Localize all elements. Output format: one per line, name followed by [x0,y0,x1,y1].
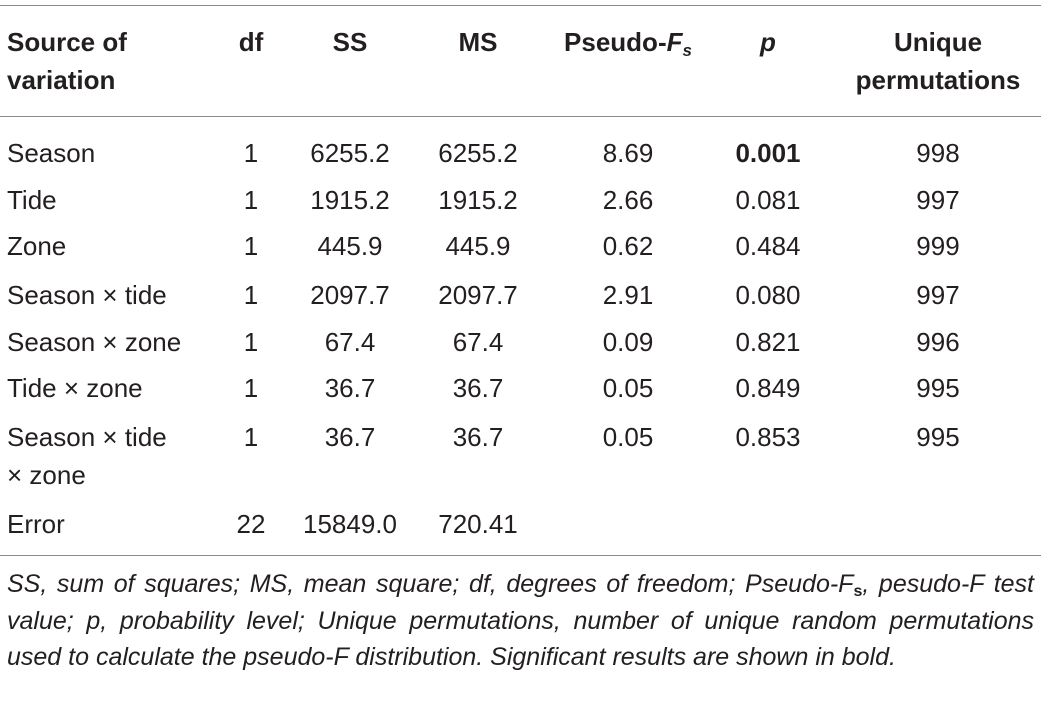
cell-source-line1: Season × tide [7,422,167,452]
header-df: df [238,27,264,57]
cell-source-line1: Zone [7,231,67,261]
cell-unique-permutations: 997 [916,280,960,310]
header-pseudo-f: Pseudo-Fs [548,23,708,61]
cell-source: Error [7,505,65,543]
cell-source: Season × tide [7,276,167,314]
header-source-line2: variation [7,65,116,95]
cell-ms: 36.7 [452,373,504,403]
cell-ms: 1915.2 [438,185,518,215]
cell-ms: 6255.2 [438,138,518,168]
header-source-of-variation: Source of variation [7,23,127,99]
cell-ms: 2097.7 [438,280,518,310]
cell-source: Season × zone [7,323,181,361]
table-header-rule [0,116,1041,117]
footnote-part2: , pesudo-F test value; p, probability le… [7,570,1034,671]
footnote-sub: s [853,583,863,600]
cell-df: 1 [243,373,259,403]
cell-p: 0.849 [735,373,801,403]
header-pseudo-f-prefix: Pseudo- [564,27,667,57]
cell-source-line1: Error [7,509,65,539]
header-pseudo-f-letter: F [666,27,683,57]
cell-source: Season × tide × zone [7,418,167,494]
header-ms: MS [458,27,498,57]
cell-ss: 2097.7 [310,280,390,310]
cell-unique-permutations: 996 [916,327,960,357]
cell-source: Tide × zone [7,369,143,407]
cell-df: 1 [243,138,259,168]
cell-ss: 15849.0 [303,509,397,539]
cell-p: 0.080 [735,280,801,310]
cell-source-line2: × zone [7,460,86,490]
header-unique-line1: Unique [893,27,983,57]
cell-p: 0.484 [735,231,801,261]
cell-p: 0.081 [735,185,801,215]
table-footnote: SS, sum of squares; MS, mean square; df,… [7,566,1034,676]
cell-p: 0.821 [735,327,801,357]
cell-ms: 445.9 [445,231,511,261]
cell-p: 0.001 [735,138,801,168]
cell-df: 1 [243,327,259,357]
header-source-line1: Source of [7,27,127,57]
cell-source: Season [7,134,95,172]
cell-ss: 67.4 [324,327,376,357]
cell-unique-permutations: 995 [916,422,960,452]
cell-unique-permutations: 997 [916,185,960,215]
cell-df: 1 [243,231,259,261]
cell-unique-permutations: 999 [916,231,960,261]
table-bottom-rule [0,555,1041,556]
header-unique-line2: permutations [855,65,1021,95]
cell-source-line1: Tide [7,185,57,215]
table-top-rule [0,5,1041,6]
cell-source-line1: Tide × zone [7,373,143,403]
cell-df: 1 [243,280,259,310]
cell-unique-permutations: 995 [916,373,960,403]
cell-pseudo-f: 0.05 [602,422,654,452]
cell-p: 0.853 [735,422,801,452]
footnote-part1: SS, sum of squares; MS, mean square; df,… [7,570,854,598]
cell-pseudo-f: 0.05 [602,373,654,403]
cell-source-line1: Season × zone [7,327,182,357]
cell-ms: 720.41 [438,509,518,539]
cell-pseudo-f: 2.66 [602,185,654,215]
cell-ss: 36.7 [324,373,376,403]
cell-ms: 67.4 [452,327,504,357]
cell-ss: 6255.2 [310,138,390,168]
cell-ss: 445.9 [317,231,383,261]
cell-ss: 36.7 [324,422,376,452]
cell-ss: 1915.2 [310,185,390,215]
cell-pseudo-f: 2.91 [602,280,654,310]
header-pseudo-f-sub: s [682,41,692,60]
cell-source: Zone [7,227,66,265]
header-ss: SS [332,27,368,57]
cell-pseudo-f: 0.09 [602,327,654,357]
cell-unique-permutations: 998 [916,138,960,168]
cell-df: 1 [243,185,259,215]
cell-source-line1: Season × tide [7,280,167,310]
cell-source-line1: Season [7,138,96,168]
header-unique-permutations: Unique permutations [838,23,1038,99]
cell-df: 1 [243,422,259,452]
cell-source: Tide [7,181,57,219]
cell-pseudo-f: 8.69 [602,138,654,168]
cell-df: 22 [236,509,266,539]
header-p: p [760,27,776,57]
cell-ms: 36.7 [452,422,504,452]
cell-pseudo-f: 0.62 [602,231,654,261]
